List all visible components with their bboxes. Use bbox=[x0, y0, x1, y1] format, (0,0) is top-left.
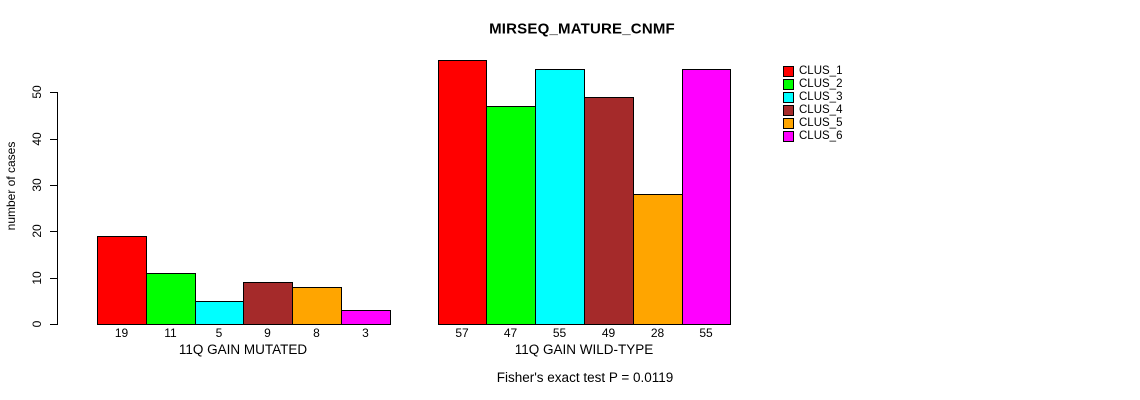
y-tick bbox=[50, 185, 57, 186]
fisher-test-annotation: Fisher's exact test P = 0.0119 bbox=[496, 370, 674, 385]
legend-item-label: CLUS_1 bbox=[799, 65, 843, 77]
bar-value-label: 11 bbox=[164, 326, 177, 340]
y-tick bbox=[50, 231, 57, 232]
bar-clus_5 bbox=[633, 194, 683, 325]
y-tick-label: 20 bbox=[30, 224, 44, 239]
bar-clus_6 bbox=[341, 310, 391, 325]
legend-swatch-clus_4 bbox=[783, 105, 794, 116]
y-tick bbox=[50, 92, 57, 93]
legend-swatch-clus_2 bbox=[783, 79, 794, 90]
bar-value-label: 28 bbox=[650, 326, 665, 340]
legend-swatch-clus_3 bbox=[783, 92, 794, 103]
bar-clus_3 bbox=[195, 301, 244, 325]
legend-item-label: CLUS_5 bbox=[799, 117, 843, 129]
y-tick bbox=[50, 278, 57, 279]
y-axis-line bbox=[57, 92, 58, 325]
bar-value-label: 49 bbox=[601, 326, 616, 340]
y-tick-label: 0 bbox=[30, 320, 44, 328]
bar-value-label: 57 bbox=[455, 326, 469, 340]
legend-swatch-clus_1 bbox=[783, 66, 794, 77]
legend-item-label: CLUS_4 bbox=[799, 104, 843, 116]
legend-swatch-clus_6 bbox=[783, 131, 794, 142]
legend-item-label: CLUS_2 bbox=[799, 78, 843, 90]
x-axis-label-mutated: 11Q GAIN MUTATED bbox=[178, 342, 308, 357]
bar-clus_5 bbox=[292, 287, 342, 325]
chart-title: MIRSEQ_MATURE_CNMF bbox=[489, 20, 675, 38]
bar-value-label: 5 bbox=[215, 326, 223, 340]
bar-clus_4 bbox=[584, 97, 634, 325]
bar-clus_2 bbox=[146, 273, 196, 325]
bar-clus_3 bbox=[535, 69, 585, 325]
bar-clus_4 bbox=[243, 282, 293, 325]
y-tick-label: 40 bbox=[30, 131, 44, 146]
y-axis-label: number of cases bbox=[4, 141, 18, 231]
y-tick-label: 50 bbox=[30, 85, 44, 100]
bar-value-label: 55 bbox=[699, 326, 713, 340]
bar-clus_1 bbox=[97, 236, 147, 325]
x-axis-label-wild-type: 11Q GAIN WILD-TYPE bbox=[514, 342, 654, 357]
bar-clus_2 bbox=[486, 106, 536, 325]
legend-swatch-clus_5 bbox=[783, 118, 794, 129]
bar-value-label: 8 bbox=[313, 326, 320, 340]
bar-clus_6 bbox=[682, 69, 731, 325]
legend-item-label: CLUS_3 bbox=[799, 91, 843, 103]
bar-value-label: 19 bbox=[114, 326, 129, 340]
bar-value-label: 55 bbox=[552, 326, 567, 340]
bar-value-label: 3 bbox=[362, 326, 369, 340]
bar-clus_1 bbox=[438, 60, 487, 325]
bar-value-label: 9 bbox=[264, 326, 271, 340]
y-tick-label: 10 bbox=[30, 270, 44, 285]
bar-value-label: 47 bbox=[503, 326, 518, 340]
y-tick bbox=[50, 139, 57, 140]
y-tick-label: 30 bbox=[30, 178, 44, 192]
legend-item-label: CLUS_6 bbox=[799, 130, 843, 142]
y-tick bbox=[50, 324, 57, 325]
